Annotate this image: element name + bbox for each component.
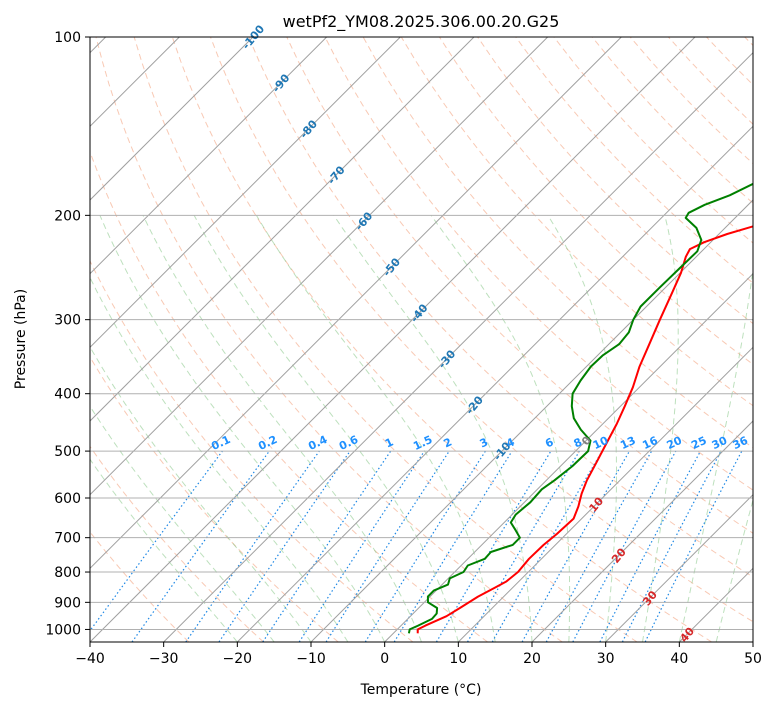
x-axis-label: Temperature (°C) — [360, 682, 482, 698]
y-tick-label: 600 — [54, 491, 81, 507]
y-tick-label: 800 — [54, 565, 81, 581]
mixing-ratio-label: 36 — [731, 434, 751, 452]
isotherm-line — [531, 420, 753, 642]
y-tick-label: 300 — [54, 313, 81, 329]
y-tick-label: 200 — [54, 208, 81, 224]
mixing-ratio-line — [90, 450, 223, 632]
moist-adiabat-line — [193, 215, 459, 642]
axis-ticks: −40 −30 −20 −10 0 10 20 30 40 50 1000 900 800 700 600 5… — [45, 30, 762, 667]
isotherm-line — [457, 346, 753, 642]
x-tick-label: −10 — [296, 651, 326, 667]
mixing-ratio-line — [185, 450, 320, 642]
y-axis-label: Pressure (hPa) — [13, 289, 29, 389]
x-tick-label: 50 — [744, 651, 762, 667]
isotherm-line — [384, 272, 753, 642]
y-tick-label: 700 — [54, 531, 81, 547]
x-tick-label: −40 — [75, 651, 105, 667]
y-tick-label: 100 — [54, 30, 81, 46]
mixing-ratio-label: 30 — [710, 434, 730, 452]
x-tick-label: 20 — [523, 651, 541, 667]
y-tick-label: 900 — [54, 595, 81, 611]
y-tick-label: 1000 — [45, 622, 81, 638]
dry-adiabat-line — [248, 37, 753, 578]
x-tick-label: 30 — [597, 651, 615, 667]
mixing-ratio-label: 16 — [640, 434, 660, 452]
y-tick-label: 400 — [54, 387, 81, 403]
dewpoint-profile-line — [407, 182, 753, 634]
mixing-ratio-line — [644, 450, 743, 642]
dry-adiabat-line — [133, 37, 638, 642]
dry-adiabat-line — [95, 37, 563, 642]
x-tick-label: 0 — [380, 651, 389, 667]
moist-adiabat-line — [90, 345, 312, 642]
mixing-ratio-line — [218, 450, 351, 642]
dry-adiabat-line — [171, 37, 712, 642]
dry-adiabat-line — [515, 37, 753, 284]
isotherm-line — [90, 37, 328, 275]
temperature-profile-line — [416, 225, 753, 634]
isotherm-line — [163, 51, 753, 642]
mixing-ratio-line — [298, 450, 425, 642]
moist-adiabat-line — [99, 215, 386, 642]
dry-adiabat-line — [210, 37, 753, 623]
isotherm-line — [90, 37, 475, 422]
mixing-ratio-label: 10 — [591, 434, 611, 452]
moist-adiabat-line — [90, 458, 238, 642]
dry-adiabat-line — [324, 37, 753, 491]
isotherm-line — [90, 37, 696, 642]
moist-adiabat-line — [642, 215, 679, 642]
profile-lines — [407, 182, 753, 634]
dry-adiabat-line — [286, 37, 753, 534]
plot-area — [90, 37, 753, 642]
moist-adiabat-line — [430, 215, 571, 642]
dry-adiabat-line — [90, 356, 339, 642]
isotherm-line — [90, 37, 622, 570]
x-tick-label: 10 — [449, 651, 467, 667]
mixing-ratio-label: 20 — [665, 434, 685, 452]
isotherm-line — [90, 37, 401, 349]
mixing-ratio-line — [393, 450, 513, 642]
dry-adiabat-line — [90, 259, 414, 642]
y-tick-label: 500 — [54, 444, 81, 460]
isotherm-line — [90, 37, 549, 496]
mixing-ratio-label: 13 — [618, 434, 637, 452]
moist-adiabat-line — [333, 215, 533, 642]
moist-adiabat-line — [142, 215, 422, 642]
chart-title: wetPf2_YM08.2025.306.00.20.G25 — [283, 12, 560, 32]
isotherm-line — [90, 37, 254, 201]
mixing-ratio-line — [131, 450, 270, 642]
mixing-ratio-line — [545, 450, 653, 642]
plot-frame — [89, 36, 754, 643]
moist-adiabat-line — [678, 265, 753, 642]
moist-adiabat-line — [90, 405, 275, 642]
mixing-ratio-label: 25 — [689, 434, 708, 452]
mixing-ratio-line — [521, 450, 631, 642]
mixing-ratio-line — [325, 450, 450, 642]
isotherm-line — [605, 493, 753, 642]
isotherm-line — [236, 125, 753, 642]
dry-adiabat-line — [90, 445, 264, 642]
mixing-ratio-line — [572, 450, 677, 642]
x-tick-label: 40 — [670, 651, 688, 667]
x-tick-label: −30 — [149, 651, 179, 667]
isotherm-line — [310, 199, 753, 642]
mixing-ratio-line — [262, 450, 392, 642]
x-tick-label: −20 — [223, 651, 253, 667]
